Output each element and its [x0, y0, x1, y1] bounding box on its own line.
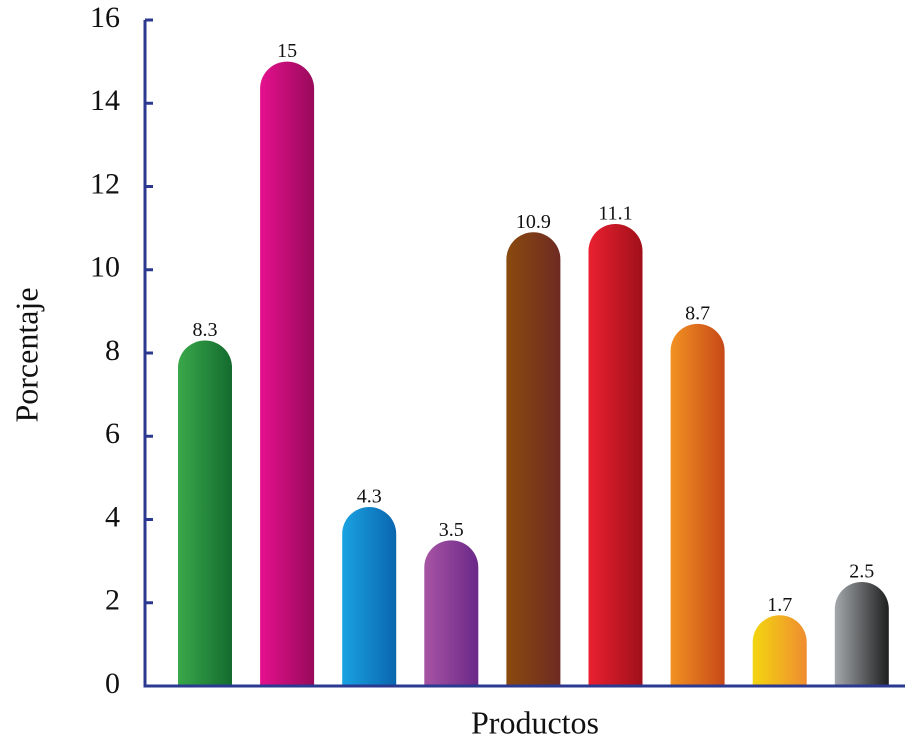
value-label: 4.3 — [357, 486, 382, 508]
y-tick-label: 16 — [90, 1, 120, 34]
y-tick-label: 12 — [90, 167, 120, 200]
y-tick-label: 2 — [105, 584, 120, 617]
y-tick-label: 8 — [105, 334, 120, 367]
bar — [342, 507, 397, 686]
y-tick-label: 14 — [90, 84, 120, 117]
bar — [178, 340, 232, 686]
y-tick-label: 6 — [105, 417, 120, 450]
bar — [424, 540, 479, 686]
y-axis-title: Porcentaje — [8, 287, 44, 422]
bar — [752, 615, 807, 686]
bar — [260, 61, 315, 687]
value-label: 8.3 — [193, 319, 218, 341]
bar — [834, 581, 889, 686]
y-tick-label: 4 — [105, 500, 120, 533]
value-label: 1.7 — [767, 594, 792, 616]
bar — [506, 232, 561, 686]
x-axis-title: Productos — [471, 704, 599, 740]
bar — [588, 223, 643, 686]
value-label: 15 — [277, 40, 297, 62]
value-label: 8.7 — [685, 302, 710, 324]
value-label: 11.1 — [598, 203, 632, 225]
bar — [670, 323, 725, 686]
y-tick-label: 0 — [105, 667, 120, 700]
value-label: 3.5 — [439, 519, 464, 541]
value-label: 2.5 — [849, 561, 874, 583]
value-label: 10.9 — [516, 211, 551, 233]
y-tick-label: 10 — [90, 251, 120, 284]
